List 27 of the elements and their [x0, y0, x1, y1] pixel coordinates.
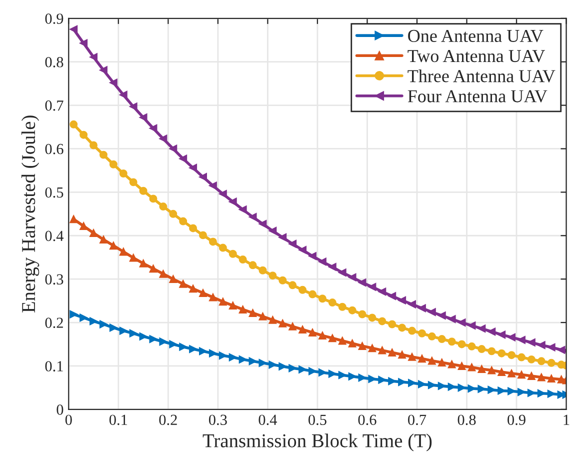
- y-tick-label: 0.1: [45, 361, 63, 372]
- x-tick-label: 0.2: [159, 414, 177, 426]
- legend-label: Four Antenna UAV: [408, 90, 548, 102]
- x-tick-label: 1: [564, 414, 570, 425]
- x-tick-label: 0.6: [358, 414, 376, 426]
- y-axis-title: Energy Harvested (Joule): [21, 116, 40, 313]
- y-tick-label: 0.3: [45, 274, 64, 285]
- y-tick-label: 0.9: [45, 14, 64, 24]
- legend-label: One Antenna UAV: [408, 30, 544, 42]
- y-tick-label: 0.5: [45, 187, 64, 198]
- x-tick-label: 0.7: [408, 414, 426, 426]
- x-axis-title: Transmission Block Time (T): [202, 434, 432, 452]
- y-tick-label: 0.8: [45, 56, 64, 68]
- y-tick-label: 0: [56, 404, 64, 415]
- legend-label: Two Antenna UAV: [408, 50, 545, 62]
- y-tick-label: 0.6: [45, 144, 64, 154]
- x-tick-label: 0: [65, 414, 72, 426]
- y-tick-label: 0.7: [45, 100, 64, 111]
- x-tick-label: 0.1: [109, 414, 128, 426]
- x-tick-label: 0.8: [458, 414, 476, 426]
- legend-label: Three Antenna UAV: [408, 70, 556, 82]
- x-tick-label: 0.4: [258, 414, 278, 426]
- y-tick-label: 0.4: [45, 230, 64, 242]
- y-tick-label: 0.2: [45, 318, 63, 328]
- x-tick-label: 0.5: [308, 414, 326, 426]
- x-tick-label: 0.9: [508, 414, 526, 426]
- x-tick-label: 0.3: [208, 414, 227, 426]
